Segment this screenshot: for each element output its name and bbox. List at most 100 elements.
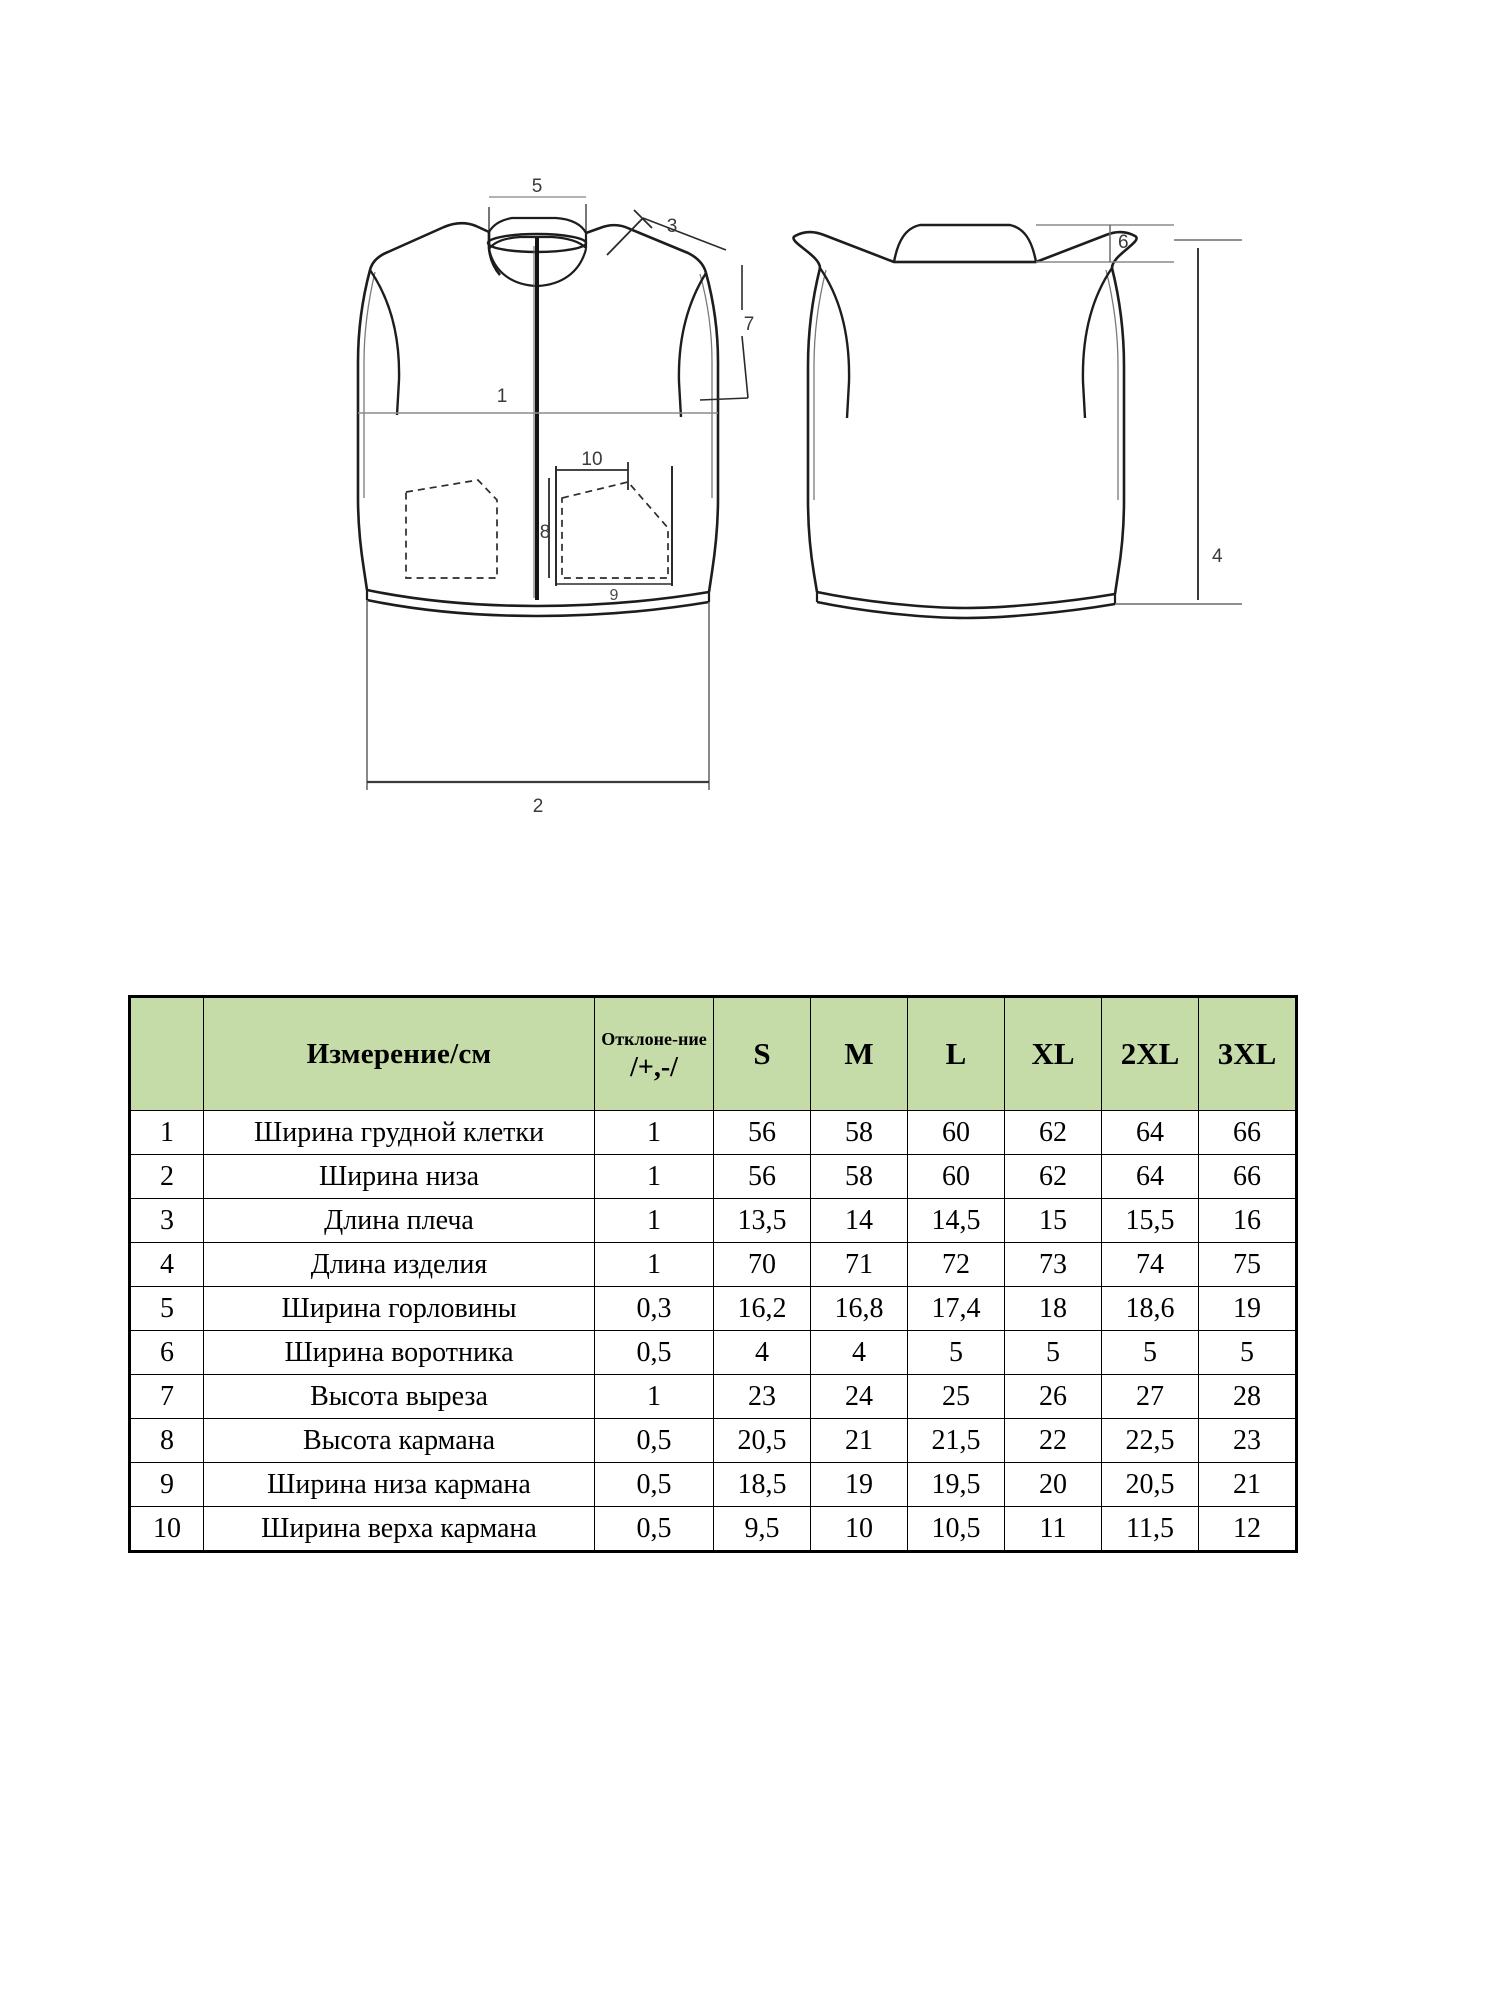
technical-drawing: 5 (0, 0, 1500, 820)
row-value: 71 (810, 1242, 908, 1287)
dimension-4-garment-length: 4 (1115, 239, 1242, 605)
header-size-m-label: M (844, 1035, 874, 1071)
row-index: 9 (129, 1462, 204, 1507)
row-value: 22,5 (1101, 1418, 1199, 1463)
table-row: 9 Ширина низа кармана 0,5 18,5 19 19,5 20 20,5 2… (129, 1462, 1297, 1507)
row-value: 60 (907, 1110, 1005, 1155)
row-value: 16,8 (810, 1286, 908, 1331)
row-deviation: 1 (594, 1242, 714, 1287)
row-value: 23 (1198, 1418, 1297, 1463)
callout-8: 8 (540, 522, 551, 543)
row-value: 19,5 (907, 1462, 1005, 1507)
callout-1: 1 (497, 386, 508, 407)
row-deviation: 0,3 (594, 1286, 714, 1331)
dimension-7-armhole-depth: 7 (699, 265, 755, 401)
row-value: 5 (1004, 1330, 1102, 1375)
callout-7: 7 (744, 314, 755, 335)
dimension-6-collar-width: 6 (1036, 224, 1174, 263)
row-measurement-name: Ширина грудной клетки (203, 1110, 595, 1155)
header-size-2xl: 2XL (1101, 996, 1199, 1111)
row-value: 56 (713, 1154, 811, 1199)
row-index: 5 (129, 1286, 204, 1331)
row-measurement-name: Ширина горловины (203, 1286, 595, 1331)
row-value: 75 (1198, 1242, 1297, 1287)
table-row: 4 Длина изделия 1 70 71 72 73 74 75 (129, 1242, 1297, 1287)
row-value: 62 (1004, 1154, 1102, 1199)
table-row: 8 Высота кармана 0,5 20,5 21 21,5 22 22,5 23 (129, 1418, 1297, 1463)
header-size-s: S (713, 996, 811, 1111)
row-value: 58 (810, 1110, 908, 1155)
header-size-xl: XL (1004, 996, 1102, 1111)
row-measurement-name: Ширина низа кармана (203, 1462, 595, 1507)
row-deviation: 0,5 (594, 1462, 714, 1507)
row-value: 66 (1198, 1154, 1297, 1199)
row-value: 5 (1198, 1330, 1297, 1375)
table-row: 10 Ширина верха кармана 0,5 9,5 10 10,5 11 11,5… (129, 1506, 1297, 1552)
header-deviation-line2: /+,-/ (630, 1051, 678, 1083)
row-index: 8 (129, 1418, 204, 1463)
row-value: 22 (1004, 1418, 1102, 1463)
size-table: Измерение/см Отклоне-ние /+,-/ S M L XL (128, 995, 1298, 1553)
row-value: 60 (907, 1154, 1005, 1199)
row-value: 14 (810, 1198, 908, 1243)
callout-2: 2 (533, 796, 544, 817)
row-measurement-name: Длина изделия (203, 1242, 595, 1287)
row-measurement-name: Ширина воротника (203, 1330, 595, 1375)
size-table-container: Измерение/см Отклоне-ние /+,-/ S M L XL (128, 995, 1298, 1553)
row-measurement-name: Ширина верха кармана (203, 1506, 595, 1552)
row-index: 1 (129, 1110, 204, 1155)
callout-4: 4 (1212, 546, 1223, 567)
row-value: 10 (810, 1506, 908, 1552)
row-value: 23 (713, 1374, 811, 1419)
table-row: 3 Длина плеча 1 13,5 14 14,5 15 15,5 16 (129, 1198, 1297, 1243)
dimension-2-bottom-width: 2 (366, 600, 710, 817)
row-deviation: 1 (594, 1110, 714, 1155)
row-value: 66 (1198, 1110, 1297, 1155)
row-deviation: 1 (594, 1374, 714, 1419)
row-value: 9,5 (713, 1506, 811, 1552)
callout-6: 6 (1118, 232, 1129, 253)
row-value: 17,4 (907, 1286, 1005, 1331)
row-value: 18 (1004, 1286, 1102, 1331)
callout-5: 5 (532, 176, 543, 197)
table-row: 5 Ширина горловины 0,3 16,2 16,8 17,4 18 18,6 19 (129, 1286, 1297, 1331)
front-view: 5 (356, 176, 755, 817)
header-size-3xl: 3XL (1198, 996, 1297, 1111)
header-size-xl-label: XL (1031, 1035, 1075, 1071)
row-value: 15 (1004, 1198, 1102, 1243)
row-value: 18,5 (713, 1462, 811, 1507)
row-value: 10,5 (907, 1506, 1005, 1552)
row-value: 26 (1004, 1374, 1102, 1419)
row-value: 73 (1004, 1242, 1102, 1287)
row-value: 24 (810, 1374, 908, 1419)
row-value: 62 (1004, 1110, 1102, 1155)
row-value: 64 (1101, 1154, 1199, 1199)
row-index: 10 (129, 1506, 204, 1552)
row-value: 20 (1004, 1462, 1102, 1507)
row-value: 5 (907, 1330, 1005, 1375)
row-value: 21 (1198, 1462, 1297, 1507)
row-value: 64 (1101, 1110, 1199, 1155)
row-deviation: 0,5 (594, 1506, 714, 1552)
size-table-header-row: Измерение/см Отклоне-ние /+,-/ S M L XL (129, 996, 1297, 1111)
row-value: 18,6 (1101, 1286, 1199, 1331)
row-value: 11 (1004, 1506, 1102, 1552)
row-index: 4 (129, 1242, 204, 1287)
callout-9: 9 (610, 587, 619, 604)
callout-3: 3 (667, 216, 678, 237)
row-value: 74 (1101, 1242, 1199, 1287)
row-value: 56 (713, 1110, 811, 1155)
row-value: 20,5 (1101, 1462, 1199, 1507)
table-row: 7 Высота выреза 1 23 24 25 26 27 28 (129, 1374, 1297, 1419)
row-value: 12 (1198, 1506, 1297, 1552)
row-index: 6 (129, 1330, 204, 1375)
row-value: 21,5 (907, 1418, 1005, 1463)
dimension-8-pocket-height: 8 (540, 478, 551, 578)
row-measurement-name: Высота кармана (203, 1418, 595, 1463)
row-value: 21 (810, 1418, 908, 1463)
callout-10: 10 (581, 449, 602, 470)
row-index: 2 (129, 1154, 204, 1199)
header-index (129, 996, 204, 1111)
row-value: 25 (907, 1374, 1005, 1419)
row-value: 20,5 (713, 1418, 811, 1463)
